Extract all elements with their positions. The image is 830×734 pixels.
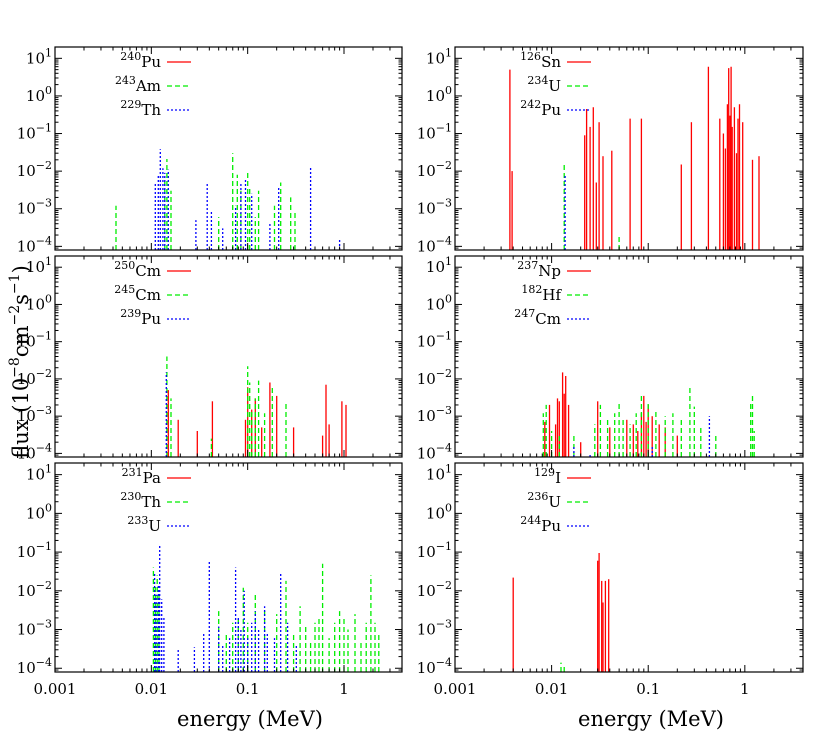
axes-frame <box>454 255 804 458</box>
legend-label-237Np: 237Np <box>517 259 561 280</box>
axes-frame <box>54 46 403 251</box>
axes-frame <box>54 462 403 673</box>
y-tick-label: 10−1 <box>17 330 52 351</box>
panel-top-left: 10−4 10−3 10−2 10−1 100 101 240Pu 243Am 229Th <box>17 46 403 255</box>
y-tick-label: 10−3 <box>417 404 452 425</box>
axes-frame <box>454 462 804 673</box>
x-tick-label: 0.1 <box>236 680 260 698</box>
legend-label-231Pa: 231Pa <box>122 466 161 487</box>
y-tick-label: 10−3 <box>17 197 52 218</box>
y-tick-label: 101 <box>26 463 52 484</box>
y-tick-label: 100 <box>426 501 452 522</box>
y-tick-label: 10−2 <box>417 579 452 600</box>
x-tick-label: 1 <box>339 680 349 698</box>
y-axis-label: flux (10−8cm−2s−1) <box>7 265 33 459</box>
y-tick-label: 10−1 <box>417 122 452 143</box>
x-tick-label: 0.01 <box>135 680 168 698</box>
legend-label-234U: 234U <box>527 74 561 95</box>
x-tick-label: 1 <box>740 680 750 698</box>
y-tick-label: 101 <box>26 255 52 276</box>
y-tick-label: 10−2 <box>417 367 452 388</box>
y-tick-label: 10−3 <box>17 404 52 425</box>
legend-label-239Pu: 239Pu <box>120 307 161 328</box>
y-tick-label: 10−4 <box>417 234 452 255</box>
y-tick-label: 101 <box>426 46 452 67</box>
y-tick-label: 10−2 <box>417 159 452 180</box>
legend-label-244Pu: 244Pu <box>520 514 561 535</box>
legend-label-240Pu: 240Pu <box>120 50 161 71</box>
legend-label-243Am: 243Am <box>115 74 161 95</box>
legend-label-182Hf: 182Hf <box>521 283 562 304</box>
y-tick-label: 10−3 <box>417 618 452 639</box>
panel-middle-left: 10−4 10−3 10−2 10−1 100 101 250Cm 245Cm 239Pu <box>17 255 403 462</box>
y-tick-label: 10−4 <box>17 234 52 255</box>
x-axis-label-left: energy (MeV) <box>177 707 323 731</box>
y-tick-label: 10−2 <box>17 367 52 388</box>
x-tick-label: 0.001 <box>434 680 477 698</box>
legend-label-230Th: 230Th <box>120 490 161 511</box>
y-tick-label: 10−4 <box>17 441 52 462</box>
x-axis-label-right: energy (MeV) <box>578 707 724 731</box>
y-tick-label: 10−2 <box>17 159 52 180</box>
legend-label-233U: 233U <box>127 514 161 535</box>
axes-frame <box>54 255 403 458</box>
panel-bottom-right: 10−4 10−3 10−2 10−1 100 101 0.001 0.01 0.1 1 129I 2… <box>417 462 804 698</box>
y-tick-label: 10−3 <box>17 618 52 639</box>
legend-label-242Pu: 242Pu <box>520 98 561 119</box>
y-tick-label: 100 <box>426 292 452 313</box>
legend-label-229Th: 229Th <box>120 98 161 119</box>
x-tick-label: 0.001 <box>34 680 77 698</box>
panel-middle-right: 10−4 10−3 10−2 10−1 100 101 237Np 182Hf 247Cm <box>417 255 804 462</box>
legend-label-236U: 236U <box>527 490 561 511</box>
x-tick-label: 0.01 <box>535 680 568 698</box>
y-tick-label: 10−4 <box>417 441 452 462</box>
y-tick-label: 10−1 <box>17 122 52 143</box>
y-tick-label: 10−4 <box>417 656 452 677</box>
y-tick-label: 100 <box>26 84 52 105</box>
y-tick-label: 100 <box>26 292 52 313</box>
y-tick-label: 10−1 <box>17 540 52 561</box>
y-tick-label: 100 <box>26 501 52 522</box>
axes-frame <box>454 46 804 251</box>
y-tick-label: 10−4 <box>17 656 52 677</box>
legend-label-250Cm: 250Cm <box>114 259 161 280</box>
y-tick-label: 100 <box>426 84 452 105</box>
y-tick-label: 10−3 <box>417 197 452 218</box>
panel-top-right: 10−4 10−3 10−2 10−1 100 101 126Sn 234U 242Pu <box>417 46 804 255</box>
legend-label-247Cm: 247Cm <box>514 307 561 328</box>
y-tick-label: 10−1 <box>417 330 452 351</box>
panel-bottom-left: 10−4 10−3 10−2 10−1 100 101 0.001 0.01 0.1 1 231Pa… <box>17 462 403 698</box>
legend-label-129I: 129I <box>534 466 561 487</box>
y-tick-label: 101 <box>26 46 52 67</box>
x-tick-label: 0.1 <box>636 680 660 698</box>
legend-label-245Cm: 245Cm <box>114 283 161 304</box>
y-tick-label: 10−2 <box>17 579 52 600</box>
y-tick-label: 101 <box>426 463 452 484</box>
y-tick-label: 101 <box>426 255 452 276</box>
y-tick-label: 10−1 <box>417 540 452 561</box>
legend-label-126Sn: 126Sn <box>520 50 561 71</box>
